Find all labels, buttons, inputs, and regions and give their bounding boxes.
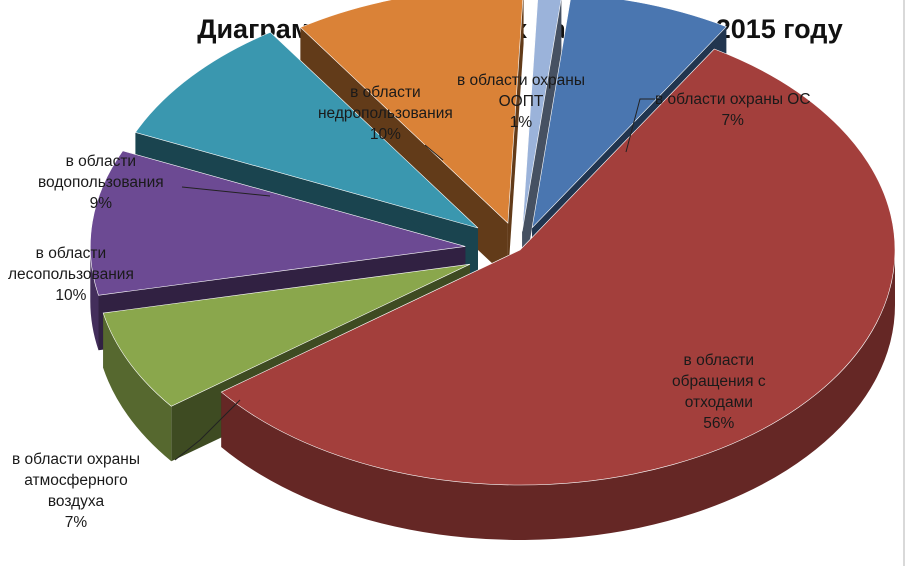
slice-label-4-line-0: в области — [65, 153, 137, 170]
slice-label-4: в области водопользования 9% — [38, 151, 164, 214]
slice-label-1-line-0: в области — [683, 352, 755, 369]
slice-label-5-pct: 10% — [369, 126, 401, 143]
frame-border — [903, 0, 905, 566]
slice-label-3-line-1: лесопользования — [8, 266, 134, 283]
slice-1-side-0 — [221, 250, 896, 540]
slice-6-cut-1 — [522, 0, 562, 287]
slice-label-4-pct: 9% — [89, 195, 113, 212]
slice-label-2-pct: 7% — [64, 514, 88, 531]
leader-line-0 — [625, 98, 655, 153]
slice-4 — [134, 31, 479, 229]
slice-label-3-pct: 10% — [55, 287, 87, 304]
slice-6 — [521, 0, 562, 232]
leader-line-2 — [424, 144, 444, 161]
slice-label-0: в области охраны ОС 7% — [655, 89, 811, 131]
slice-label-6-pct: 1% — [509, 114, 533, 131]
slice-2 — [102, 263, 471, 407]
slice-label-1: в области обращения с отходами 56% — [672, 350, 766, 434]
slice-label-1-pct: 56% — [703, 415, 735, 432]
slice-label-2-line-0: в области охраны — [12, 451, 140, 468]
slice-label-3-line-0: в области — [35, 245, 107, 262]
slice-label-6: в области охраны ООПТ 1% — [457, 70, 585, 133]
slice-label-5: в области недропользования 10% — [318, 82, 453, 145]
slice-label-0-line-0: в области охраны ОС — [655, 91, 811, 108]
slice-label-5-line-0: в области — [350, 84, 421, 101]
slice-label-2: в области охраны атмосферного воздуха 7% — [12, 449, 140, 533]
slice-5 — [299, 0, 524, 224]
slice-label-1-line-2: отходами — [684, 394, 753, 411]
slice-0 — [531, 0, 727, 229]
slice-label-2-line-1: атмосферного — [24, 472, 128, 489]
slice-1 — [220, 48, 896, 486]
slice-label-1-line-1: обращения с — [672, 373, 766, 390]
leader-line-3 — [174, 399, 241, 461]
slice-2-side-0 — [103, 313, 172, 462]
leader-line-1 — [181, 186, 271, 197]
slice-label-5-line-1: недропользования — [318, 105, 453, 122]
slice-5-cut-1 — [507, 0, 524, 279]
slice-label-6-line-0: в области охраны — [457, 72, 585, 89]
slice-label-4-line-1: водопользования — [38, 174, 164, 191]
slice-label-0-pct: 7% — [721, 112, 744, 129]
slice-label-3: в области лесопользования 10% — [8, 243, 134, 306]
slice-label-2-line-2: воздуха — [47, 493, 105, 510]
slice-label-6-line-1: ООПТ — [498, 93, 544, 110]
